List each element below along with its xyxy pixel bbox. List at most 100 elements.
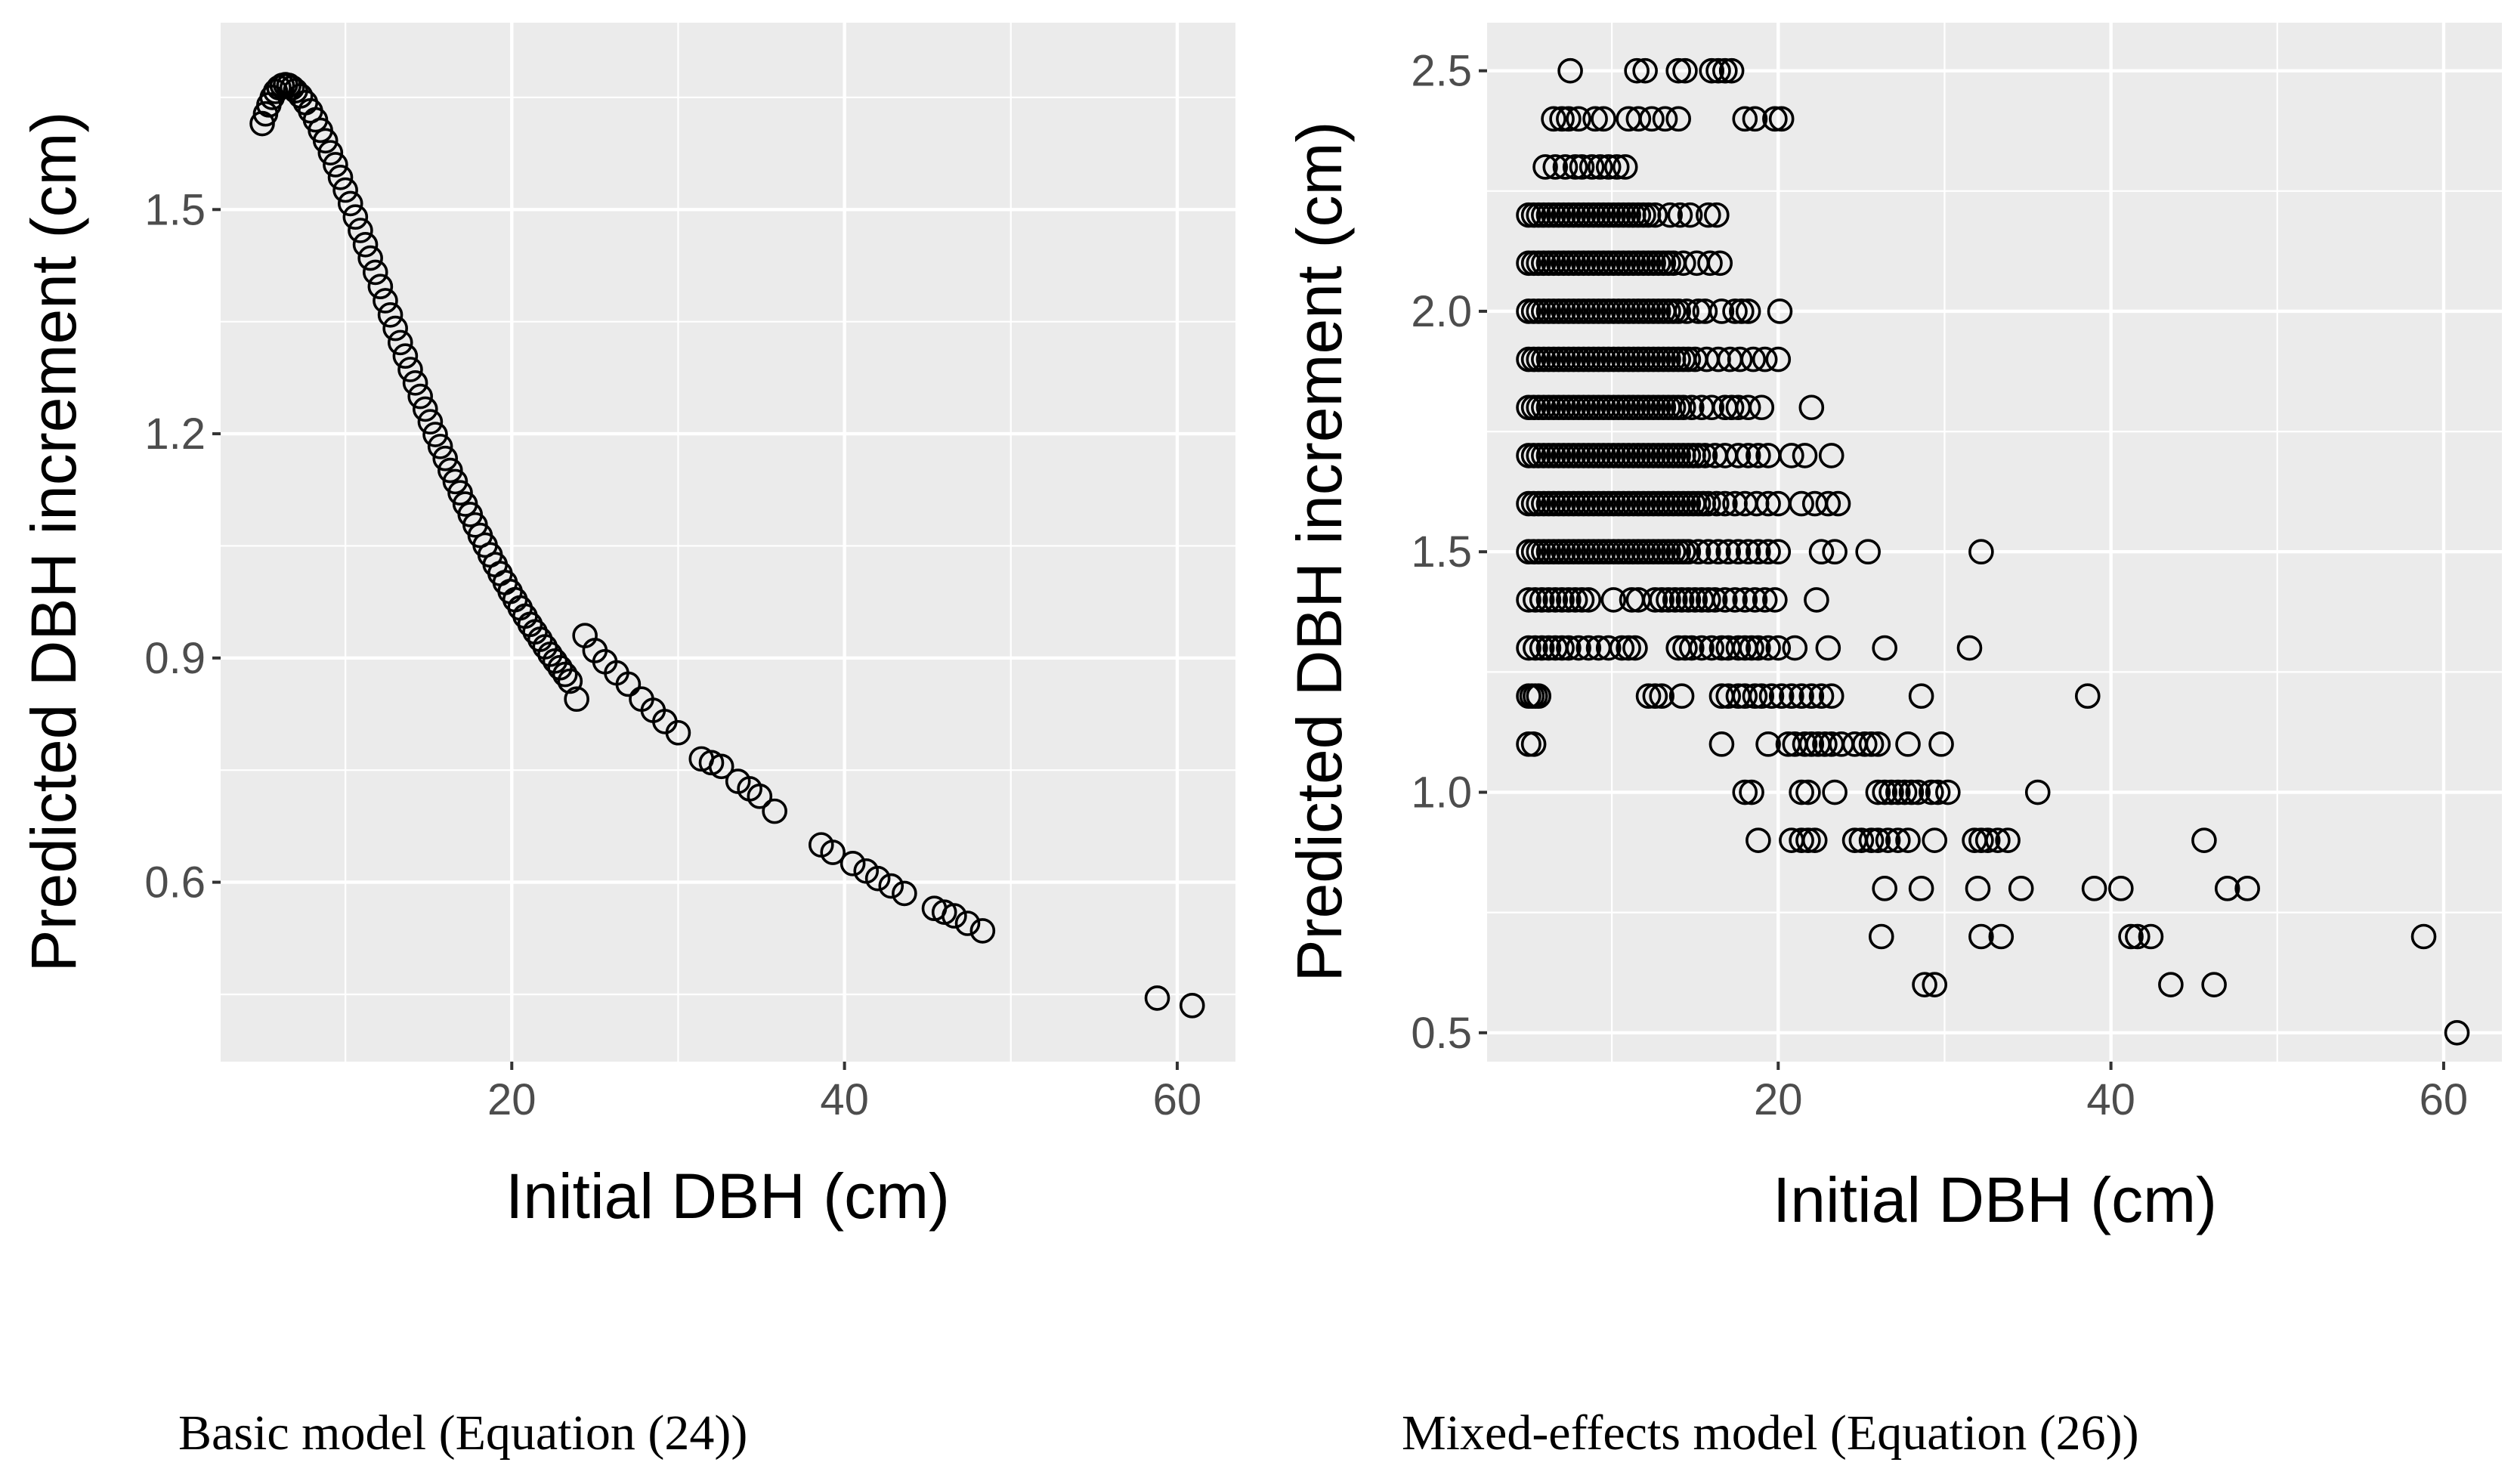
- data-point: [1968, 827, 1994, 853]
- data-point: [1885, 827, 1911, 853]
- data-point: [1689, 635, 1715, 661]
- data-point: [969, 918, 996, 944]
- data-point: [552, 661, 578, 688]
- data-point: [1855, 539, 1881, 565]
- data-point: [1865, 779, 1891, 805]
- data-point: [1600, 587, 1627, 613]
- data-point: [1696, 539, 1721, 565]
- data-point: [1732, 587, 1758, 613]
- left-caption: Basic model (Equation (24)): [178, 1405, 747, 1461]
- data-point: [1755, 539, 1781, 565]
- data-point: [1908, 683, 1934, 710]
- data-point: [1677, 202, 1703, 228]
- data-point: [1735, 443, 1761, 468]
- data-point: [1529, 635, 1555, 661]
- data-point: [1179, 993, 1205, 1019]
- data-point: [1875, 827, 1901, 853]
- data-point: [1858, 731, 1885, 757]
- data-point: [1612, 154, 1638, 180]
- y-tick-label: 0.9: [144, 634, 206, 683]
- data-point: [1779, 443, 1804, 468]
- data-point: [762, 798, 787, 824]
- data-point: [1642, 587, 1668, 613]
- data-point: [1795, 827, 1821, 853]
- data-point: [1535, 635, 1562, 661]
- data-point: [1956, 635, 1983, 661]
- data-point: [1144, 985, 1170, 1011]
- data-point: [1542, 154, 1569, 180]
- data-point: [1872, 635, 1897, 661]
- data-point: [665, 719, 691, 746]
- data-point: [1557, 57, 1583, 84]
- data-point: [1801, 827, 1828, 853]
- data-point: [1674, 298, 1699, 324]
- data-point: [1795, 779, 1821, 805]
- data-point: [422, 422, 448, 447]
- data-point: [1755, 731, 1781, 757]
- data-point: [1699, 635, 1725, 661]
- left-plot-background: [221, 23, 1235, 1062]
- data-point: [2158, 972, 2184, 997]
- data-point: [1765, 539, 1792, 565]
- data-point: [942, 903, 967, 929]
- data-point: [1798, 731, 1825, 757]
- right-chart-panel: 20 40 60 0.5 1.0 1.5 2.0 2.5 Initial DBH (cm) P…: [1284, 23, 2502, 1461]
- data-point: [1704, 202, 1730, 228]
- data-point: [1727, 346, 1753, 373]
- data-point: [1582, 106, 1608, 132]
- data-point: [1789, 779, 1814, 805]
- data-point: [840, 851, 866, 876]
- data-point: [1746, 443, 1771, 468]
- data-point: [1556, 106, 1582, 132]
- data-point: [2125, 923, 2151, 950]
- data-point: [1668, 587, 1695, 613]
- data-point: [1662, 587, 1688, 613]
- data-point: [2081, 876, 2107, 901]
- data-point: [1762, 587, 1788, 613]
- data-point: [1912, 972, 1937, 997]
- data-point: [1523, 635, 1548, 661]
- data-point: [1705, 539, 1731, 565]
- right-x-axis-title: Initial DBH (cm): [1773, 1164, 2217, 1235]
- data-point: [1656, 587, 1681, 613]
- data-point: [1755, 635, 1781, 661]
- data-point: [1922, 972, 1948, 997]
- data-point: [1878, 779, 1904, 805]
- data-point: [417, 409, 444, 435]
- data-point: [1768, 683, 1795, 710]
- data-point: [1804, 587, 1829, 613]
- data-point: [1587, 154, 1613, 180]
- data-point: [1755, 490, 1781, 517]
- data-point: [1725, 635, 1752, 661]
- data-point: [392, 343, 419, 369]
- data-point: [1535, 587, 1562, 613]
- data-point: [1649, 683, 1674, 710]
- data-point: [1657, 202, 1683, 228]
- data-point: [1765, 346, 1792, 373]
- data-point: [1762, 106, 1788, 132]
- data-point: [1922, 827, 1948, 853]
- data-point: [1665, 106, 1691, 132]
- data-point: [1566, 635, 1591, 661]
- data-point: [1705, 57, 1731, 84]
- data-point: [1712, 490, 1738, 517]
- y-tick-label: 1.2: [144, 410, 206, 459]
- data-point: [1523, 587, 1548, 613]
- data-point: [362, 259, 388, 286]
- data-point: [1765, 635, 1792, 661]
- data-point: [1746, 827, 1771, 853]
- y-tick-label: 1.5: [144, 185, 206, 234]
- data-point: [1549, 635, 1575, 661]
- data-point: [438, 457, 463, 484]
- data-point: [1652, 106, 1678, 132]
- data-point: [1851, 731, 1878, 757]
- data-point: [1739, 635, 1764, 661]
- data-point: [1697, 250, 1723, 277]
- data-point: [1808, 539, 1835, 565]
- data-point: [1768, 106, 1795, 132]
- data-point: [1562, 587, 1588, 613]
- data-point: [1746, 635, 1771, 661]
- data-point: [1798, 394, 1825, 421]
- data-point: [1725, 539, 1752, 565]
- data-point: [1642, 683, 1668, 710]
